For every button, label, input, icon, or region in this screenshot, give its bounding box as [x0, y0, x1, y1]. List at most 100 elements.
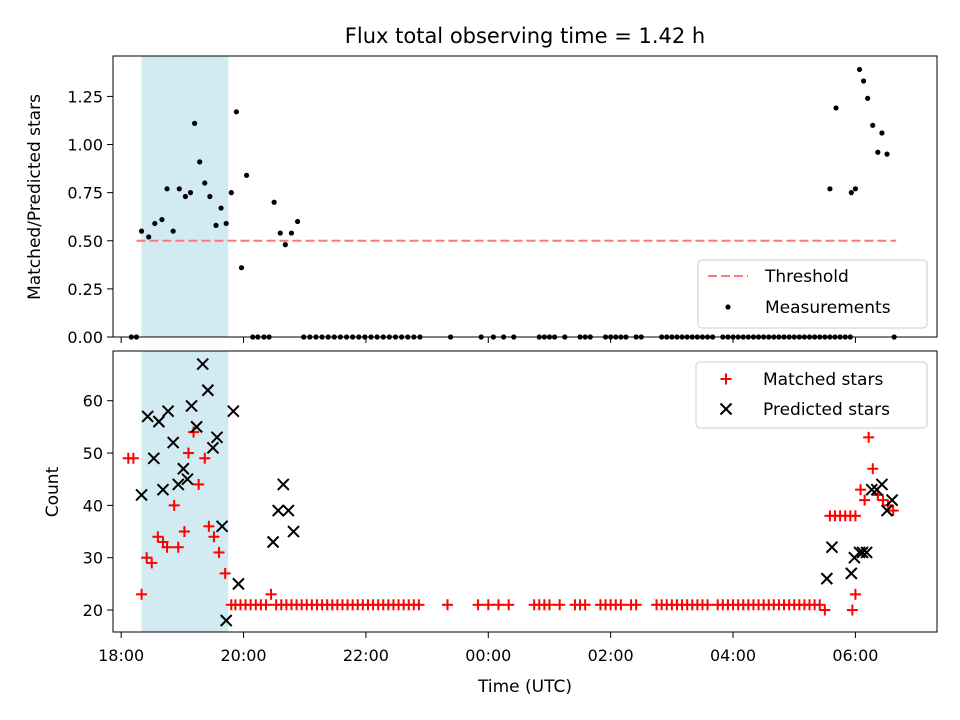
chart-title: Flux total observing time = 1.42 h: [345, 24, 705, 48]
matched-star-point: [260, 599, 272, 611]
matched-star-point: [819, 604, 831, 616]
bottom-y-tick-label: 20: [83, 601, 103, 620]
matched-star-point: [702, 599, 714, 611]
matched-star-point: [859, 494, 871, 506]
bottom-x-axis: 18:00 20:00 22:00 00:00 02:00 04:00 06:00: [98, 632, 878, 665]
measurement-point: [856, 66, 863, 73]
matched-star-point: [855, 484, 867, 496]
predicted-star-point: [172, 478, 185, 491]
measurement-point: [202, 180, 208, 186]
measurement-point: [294, 218, 301, 225]
bottom-x-tick-label: 20:00: [220, 646, 266, 665]
predicted-star-point: [272, 504, 285, 517]
predicted-star-point: [156, 483, 170, 496]
matched-star-point: [178, 526, 190, 538]
predicted-star-point: [287, 525, 300, 538]
measurement-point: [138, 228, 145, 234]
measurement-point: [870, 122, 876, 128]
predicted-star-point: [266, 535, 280, 549]
top-panel: 0.00 0.25 0.50 0.75 1.00 1.25 Flux total obse…: [25, 24, 938, 347]
predicted-star-point: [232, 577, 245, 591]
x-axis-label: Time (UTC): [477, 677, 572, 697]
top-y-tick-label: 0.75: [67, 184, 103, 203]
predicted-star-point: [282, 504, 295, 517]
predicted-star-point: [875, 478, 889, 491]
measurement-point: [159, 216, 165, 223]
bottom-plot-frame: [112, 350, 938, 633]
matched-star-point: [208, 531, 220, 543]
predicted-star-point: [227, 404, 240, 418]
matched-star-point: [441, 599, 453, 611]
matched-star-point: [152, 531, 164, 543]
matched-star-point: [141, 552, 153, 564]
legend-matched-swatch: [720, 373, 732, 385]
bottom-x-tick-label: 22:00: [343, 646, 389, 665]
measurement-point: [288, 230, 295, 236]
legend-x-marker: [719, 402, 733, 416]
measurement-point: [848, 190, 854, 196]
matched-star-point: [203, 520, 215, 532]
bottom-panel: 20 30 40 50 60 18:00 20:00 22:00 00:00 02:00 04:0…: [43, 350, 938, 697]
predicted-star-point: [825, 541, 839, 554]
predicted-star-point: [177, 462, 190, 475]
bottom-x-tick-label: 18:00: [98, 646, 144, 665]
predicted-star-point: [196, 357, 209, 371]
matched-star-point: [413, 599, 425, 611]
predicted-star-point: [215, 520, 229, 533]
bottom-y-tick-label: 40: [83, 496, 103, 515]
predicted-star-point: [147, 452, 160, 465]
measurement-point: [207, 193, 213, 200]
measurement-point: [213, 222, 219, 228]
matched-star-point: [503, 599, 515, 611]
measurement-point: [238, 265, 245, 271]
matched-star-point: [867, 463, 879, 475]
matched-star-point: [265, 588, 277, 600]
matched-star-point: [543, 599, 555, 611]
predicted-star-point: [166, 436, 180, 449]
bottom-x-tick-label: 02:00: [588, 646, 634, 665]
measurement-point: [218, 205, 224, 211]
matched-star-point: [219, 567, 231, 579]
predicted-star-point: [141, 410, 154, 423]
matched-star-point: [630, 599, 642, 611]
matched-star-point: [814, 599, 826, 611]
matched-star-point: [199, 452, 211, 464]
measurement-point: [191, 120, 198, 126]
bottom-highlight-span: [141, 351, 229, 632]
measurement-point: [152, 220, 158, 227]
top-y-tick-label: 0.00: [67, 328, 103, 347]
legend-measurements-label: Measurements: [765, 298, 891, 318]
legend-threshold-label: Threshold: [764, 267, 849, 287]
legend-matched-label: Matched stars: [763, 370, 883, 390]
bottom-y-axis-label: Count: [43, 466, 63, 517]
measurement-point: [146, 234, 152, 240]
measurement-point: [187, 190, 194, 196]
matched-star-point: [168, 499, 180, 511]
matched-star-point: [482, 599, 494, 611]
predicted-star-point: [152, 415, 166, 428]
matched-star-point: [579, 599, 591, 611]
predicted-star-point: [185, 399, 198, 413]
top-y-tick-label: 1.25: [67, 87, 103, 106]
predicted-star-point: [219, 614, 233, 627]
measurement-point: [176, 186, 182, 192]
matched-star-point: [846, 604, 858, 616]
bottom-legend: Matched stars Predicted stars: [695, 361, 928, 429]
top-y-tick-label: 1.00: [67, 136, 103, 155]
predicted-star-point: [880, 504, 894, 517]
measurement-point: [833, 105, 839, 111]
bottom-x-tick-label: 04:00: [710, 646, 756, 665]
matched-star-point: [188, 426, 200, 438]
measurement-point: [164, 186, 170, 192]
predicted-star-point: [277, 478, 290, 491]
matched-star-point: [136, 588, 148, 600]
predicted-star-point: [161, 404, 175, 418]
measurement-point: [170, 228, 176, 234]
predicted-star-point: [135, 488, 148, 502]
measurement-point: [182, 193, 189, 200]
measurement-point: [228, 190, 234, 196]
bottom-y-axis: 20 30 40 50 60: [83, 392, 113, 620]
measurement-point: [865, 95, 871, 101]
measurement-point: [233, 109, 239, 115]
